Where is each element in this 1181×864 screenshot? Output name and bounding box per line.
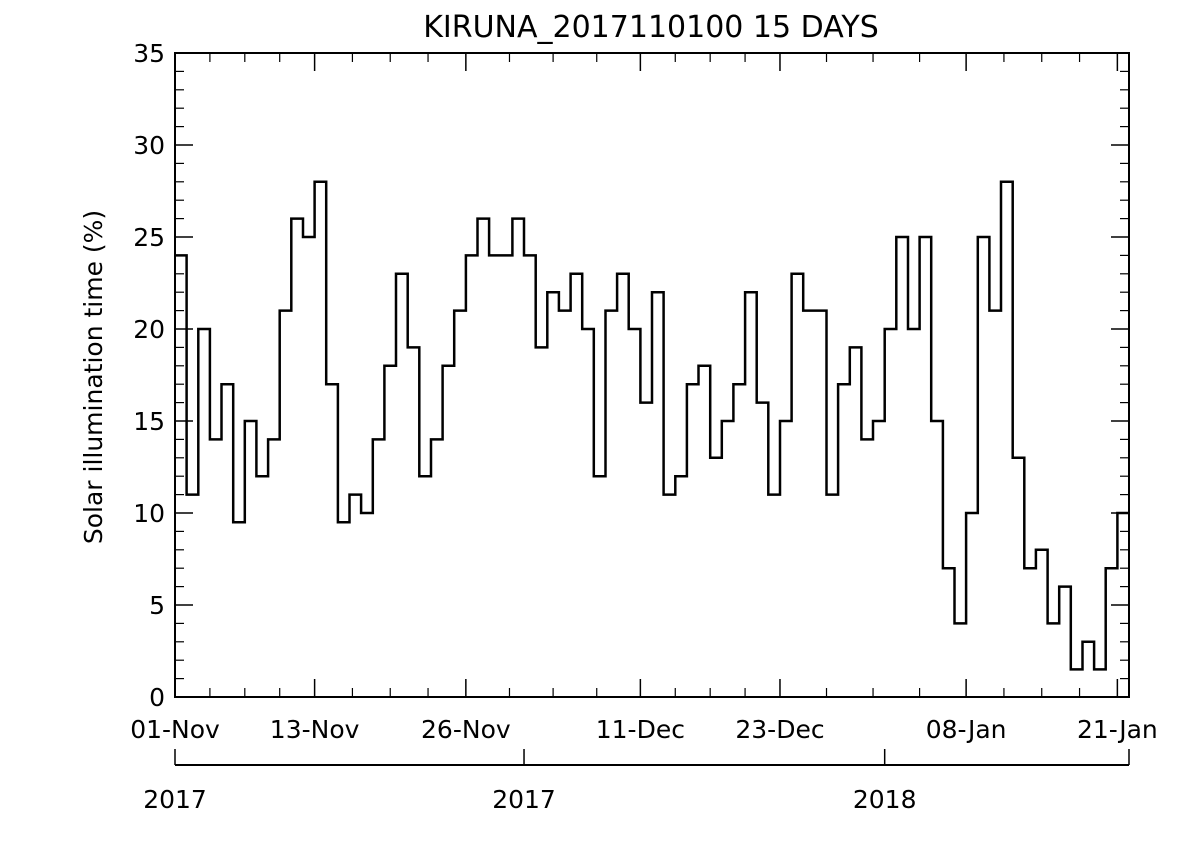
x-tick-label: 21-Jan [1077, 715, 1158, 744]
x-tick-label: 26-Nov [421, 715, 511, 744]
year-tick-label: 2018 [853, 785, 917, 814]
plot-frame [174, 52, 1130, 698]
y-tick-label: 35 [133, 39, 165, 68]
series-line [175, 180, 1129, 671]
y-tick-label: 0 [149, 683, 165, 712]
year-axis: 2017 2017 2018 [143, 749, 1130, 814]
y-tick-label: 20 [133, 315, 165, 344]
chart-title: KIRUNA_2017110100 15 DAYS [423, 10, 879, 45]
ticks [174, 52, 1129, 698]
tick-labels: 0 5 10 15 20 25 30 35 01-Nov 13-Nov 26-Nov 11-Dec 23… [130, 39, 1158, 744]
y-tick-label: 15 [133, 407, 165, 436]
year-tick-label: 2017 [143, 785, 207, 814]
x-tick-label: 13-Nov [270, 715, 360, 744]
y-tick-label: 10 [133, 499, 165, 528]
year-tick-label: 2017 [492, 785, 556, 814]
x-tick-label: 01-Nov [130, 715, 220, 744]
y-axis-label: Solar illumination time (%) [79, 210, 108, 544]
x-tick-label: 11-Dec [596, 715, 685, 744]
y-tick-label: 25 [133, 223, 165, 252]
x-tick-label: 23-Dec [735, 715, 824, 744]
y-tick-label: 30 [133, 131, 165, 160]
y-tick-label: 5 [149, 591, 165, 620]
x-tick-label: 08-Jan [926, 715, 1007, 744]
